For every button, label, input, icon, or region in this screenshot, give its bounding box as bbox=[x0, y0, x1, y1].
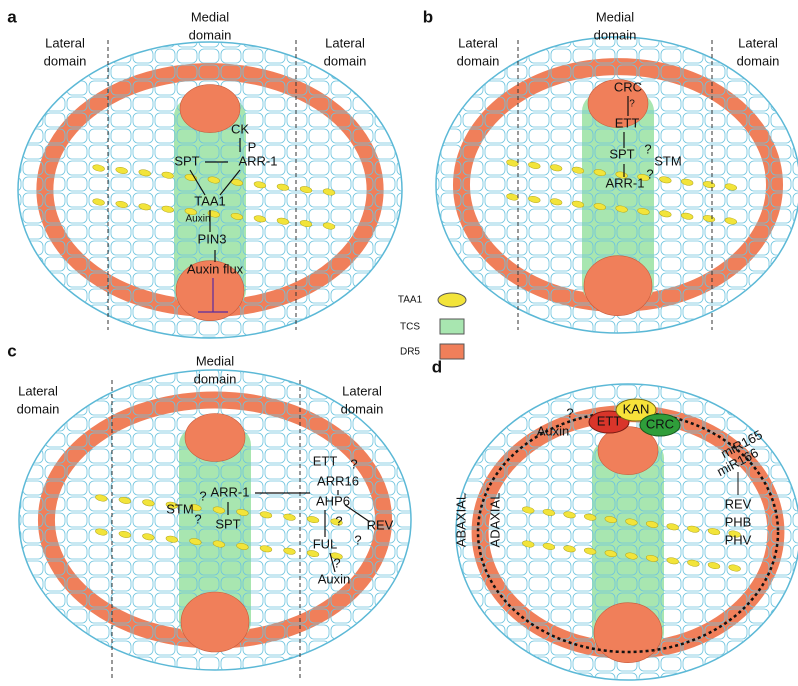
label: STM bbox=[654, 153, 681, 168]
label: ADAXIAL bbox=[487, 493, 502, 548]
label: KAN bbox=[623, 401, 650, 416]
label: Medial bbox=[196, 353, 234, 368]
label: ? bbox=[194, 511, 201, 526]
label: SPT bbox=[609, 146, 634, 161]
label: P bbox=[248, 139, 257, 154]
legend-label: TCS bbox=[400, 322, 420, 333]
label: ARR-1 bbox=[605, 175, 644, 190]
label: ? bbox=[354, 532, 361, 547]
label: ? bbox=[333, 555, 340, 570]
label: ETT bbox=[597, 413, 622, 428]
label: STM bbox=[166, 501, 193, 516]
label: Auxin flux bbox=[187, 261, 244, 276]
legend-swatch bbox=[440, 344, 464, 359]
figure: a Medial domain Lateral domain Lateral domain C… bbox=[0, 0, 798, 686]
label: ARR-1 bbox=[238, 153, 277, 168]
label: Lateral bbox=[458, 35, 498, 50]
label: ? bbox=[629, 99, 635, 110]
label: Lateral bbox=[738, 35, 778, 50]
dr5-bottom bbox=[181, 592, 249, 652]
label: ETT bbox=[615, 115, 640, 130]
label: ? bbox=[566, 405, 573, 420]
label: ? bbox=[199, 488, 206, 503]
panel-letter: a bbox=[7, 7, 17, 26]
label: Lateral bbox=[18, 383, 58, 398]
label: ABAXIAL bbox=[453, 493, 468, 547]
label: Medial bbox=[596, 9, 634, 24]
label: domain bbox=[44, 53, 87, 68]
dr5-bottom bbox=[584, 256, 652, 316]
label: SPT bbox=[174, 153, 199, 168]
label: ARR-1 bbox=[210, 484, 249, 499]
panel-letter: b bbox=[423, 7, 433, 26]
dr5-bottom bbox=[594, 603, 662, 663]
label: ? bbox=[335, 513, 342, 528]
label: Lateral bbox=[45, 35, 85, 50]
label: Lateral bbox=[342, 383, 382, 398]
label: CRC bbox=[646, 416, 674, 431]
legend-label: DR5 bbox=[400, 347, 420, 358]
label: Medial bbox=[191, 9, 229, 24]
label: PHV bbox=[725, 532, 752, 547]
label: Auxin bbox=[537, 423, 570, 438]
label: CK bbox=[231, 121, 249, 136]
label: ARR16 bbox=[317, 473, 359, 488]
panel-letter: d bbox=[432, 357, 442, 376]
legend-swatch bbox=[438, 293, 466, 307]
label: ? bbox=[646, 166, 653, 181]
label: domain bbox=[457, 53, 500, 68]
dr5-top bbox=[185, 414, 245, 462]
label: REV bbox=[725, 496, 752, 511]
label: domain bbox=[17, 401, 60, 416]
label: Lateral bbox=[325, 35, 365, 50]
label: ? bbox=[350, 456, 357, 471]
label: REV bbox=[367, 517, 394, 532]
label: PIN3 bbox=[198, 231, 227, 246]
label: domain bbox=[737, 53, 780, 68]
panel-letter: c bbox=[7, 341, 16, 360]
label: FUL bbox=[313, 536, 338, 551]
label: domain bbox=[194, 371, 237, 386]
label: ETT bbox=[313, 453, 338, 468]
label: ? bbox=[644, 141, 651, 156]
legend-label: TAA1 bbox=[398, 295, 423, 306]
label: domain bbox=[594, 27, 637, 42]
label: CRC bbox=[614, 79, 642, 94]
label: domain bbox=[324, 53, 367, 68]
label: domain bbox=[341, 401, 384, 416]
label: AHP6 bbox=[316, 493, 350, 508]
legend-swatch bbox=[440, 319, 464, 334]
label: domain bbox=[189, 27, 232, 42]
label: Auxin bbox=[185, 214, 210, 225]
label: PHB bbox=[725, 514, 752, 529]
label: TAA1 bbox=[194, 193, 226, 208]
label: Auxin bbox=[318, 571, 351, 586]
label: SPT bbox=[215, 516, 240, 531]
